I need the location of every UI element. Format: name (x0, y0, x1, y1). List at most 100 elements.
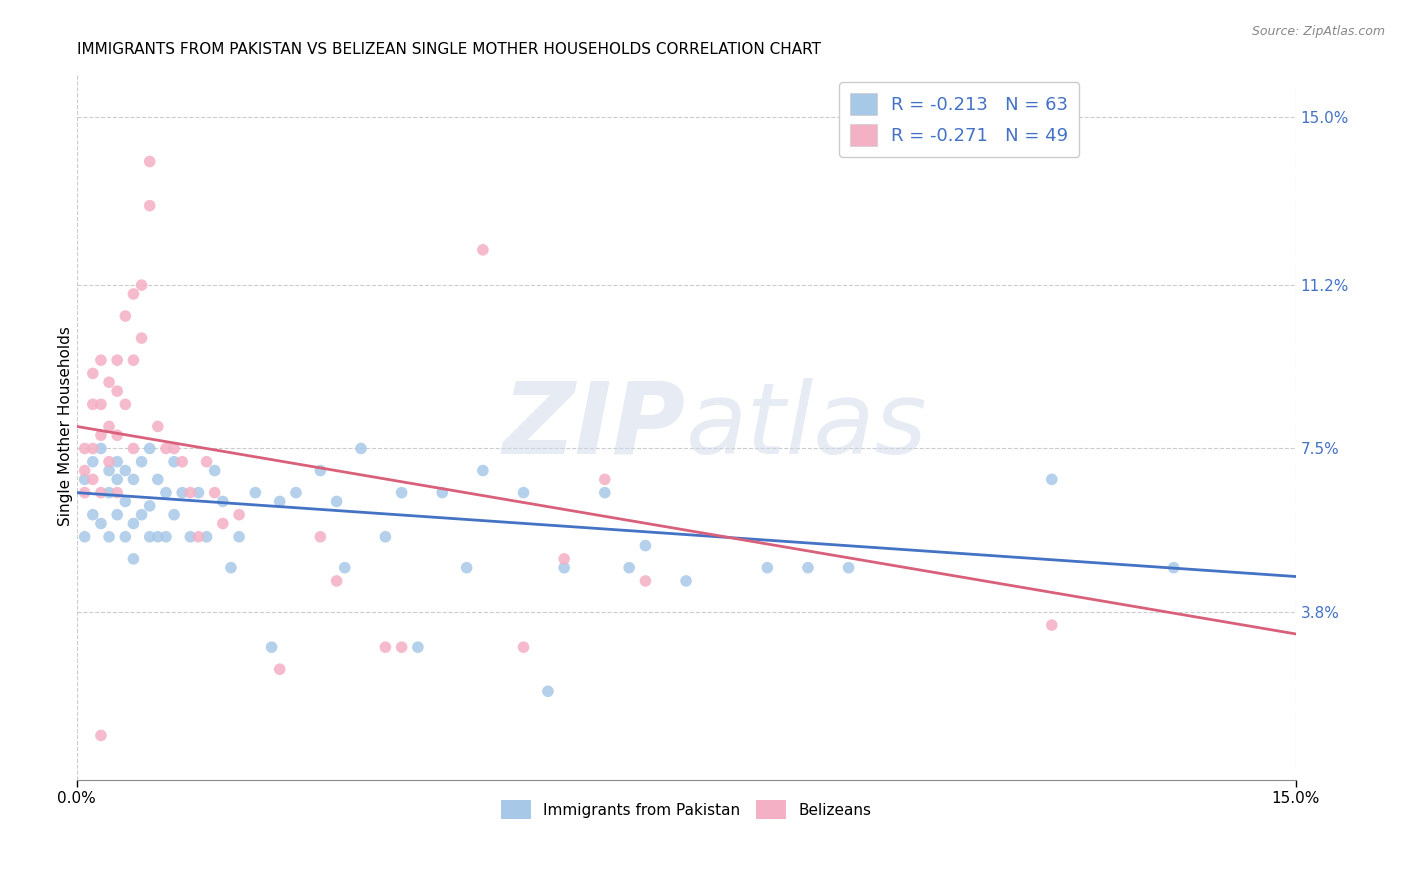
Point (138, 199, 160, 213)
Point (195, 530, 218, 544)
Point (98, 530, 121, 544)
Point (122, 472, 145, 486)
Point (122, 516, 145, 531)
Point (512, 640, 534, 655)
Point (374, 640, 396, 655)
Point (98, 464, 121, 478)
Point (553, 552, 575, 566)
Point (391, 640, 413, 655)
Point (90, 516, 112, 531)
Text: IMMIGRANTS FROM PAKISTAN VS BELIZEAN SINGLE MOTHER HOUSEHOLDS CORRELATION CHART: IMMIGRANTS FROM PAKISTAN VS BELIZEAN SIN… (76, 42, 821, 57)
Point (1040, 618, 1063, 632)
Point (309, 530, 332, 544)
Point (122, 287, 145, 301)
Point (105, 428, 128, 442)
Point (155, 530, 177, 544)
Point (374, 530, 396, 544)
Point (634, 574, 657, 588)
Point (675, 574, 697, 588)
Point (406, 640, 429, 655)
Point (471, 464, 494, 478)
Point (211, 494, 233, 508)
Point (90, 397, 112, 411)
Point (90, 353, 112, 368)
Point (204, 485, 226, 500)
Point (73, 442, 96, 456)
Point (756, 560, 779, 574)
Point (138, 442, 160, 456)
Point (285, 485, 308, 500)
Legend: Immigrants from Pakistan, Belizeans: Immigrants from Pakistan, Belizeans (495, 794, 877, 825)
Point (553, 560, 575, 574)
Point (90, 729, 112, 743)
Point (73, 485, 96, 500)
Point (98, 419, 121, 434)
Point (797, 560, 820, 574)
Point (105, 455, 128, 469)
Text: Source: ZipAtlas.com: Source: ZipAtlas.com (1251, 25, 1385, 38)
Point (73, 472, 96, 486)
Point (146, 530, 169, 544)
Point (456, 560, 478, 574)
Point (260, 640, 283, 655)
Point (122, 353, 145, 368)
Point (537, 684, 560, 698)
Point (204, 464, 226, 478)
Point (105, 472, 128, 486)
Point (98, 485, 121, 500)
Point (309, 464, 332, 478)
Point (391, 485, 413, 500)
Point (105, 508, 128, 522)
Point (105, 384, 128, 398)
Point (245, 485, 267, 500)
Point (105, 353, 128, 368)
Point (146, 472, 169, 486)
Point (90, 428, 112, 442)
Point (138, 154, 160, 169)
Point (98, 376, 121, 390)
Text: ZIP: ZIP (503, 378, 686, 475)
Point (350, 442, 373, 456)
Point (228, 508, 250, 522)
Point (131, 508, 153, 522)
Point (1163, 560, 1185, 574)
Point (325, 574, 347, 588)
Point (114, 494, 136, 508)
Point (432, 485, 454, 500)
Point (155, 485, 177, 500)
Point (146, 419, 169, 434)
Point (73, 464, 96, 478)
Point (114, 309, 136, 323)
Point (269, 494, 291, 508)
Point (90, 485, 112, 500)
Point (838, 560, 860, 574)
Point (82, 508, 104, 522)
Point (228, 530, 250, 544)
Point (155, 442, 177, 456)
Point (634, 539, 657, 553)
Point (593, 485, 616, 500)
Point (114, 464, 136, 478)
Point (131, 331, 153, 345)
Point (138, 530, 160, 544)
Point (333, 560, 356, 574)
Point (211, 516, 233, 531)
Point (219, 560, 242, 574)
Point (593, 472, 616, 486)
Point (172, 455, 194, 469)
Point (73, 530, 96, 544)
Point (269, 662, 291, 676)
Point (82, 442, 104, 456)
Point (512, 485, 534, 500)
Point (172, 485, 194, 500)
Point (90, 442, 112, 456)
Point (131, 278, 153, 293)
Point (82, 472, 104, 486)
Y-axis label: Single Mother Households: Single Mother Households (58, 326, 73, 526)
Point (179, 530, 201, 544)
Point (163, 442, 186, 456)
Point (82, 397, 104, 411)
Point (163, 455, 186, 469)
Point (179, 485, 201, 500)
Point (114, 397, 136, 411)
